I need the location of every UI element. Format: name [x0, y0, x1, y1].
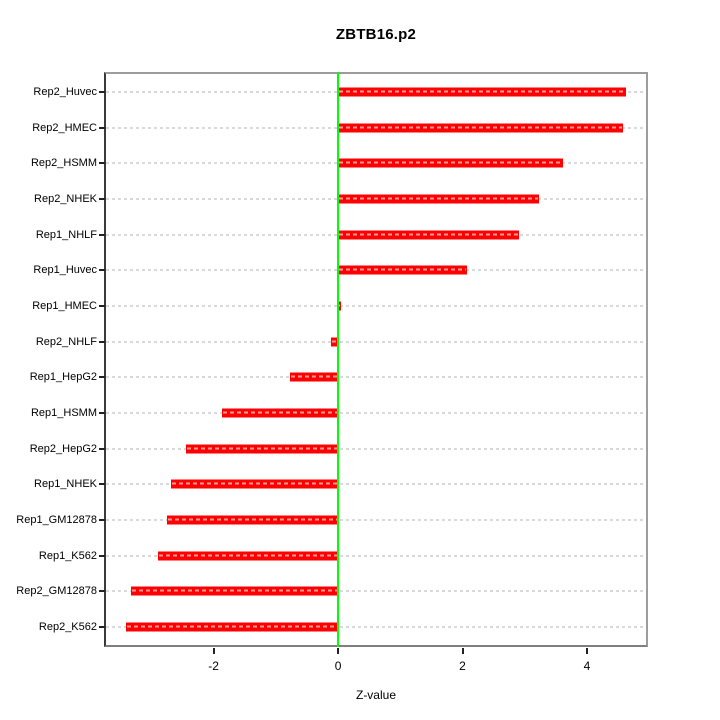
y-tick	[99, 447, 105, 450]
bar	[338, 158, 563, 168]
bar-row: Rep2_HepG2	[30, 431, 646, 467]
y-tick	[99, 304, 105, 307]
chart-title: ZBTB16.p2	[335, 26, 417, 43]
bar	[338, 123, 623, 133]
bar-row: Rep1_NHLF	[36, 217, 646, 253]
y-axis-label: Rep1_NHLF	[35, 228, 97, 241]
gridline	[106, 519, 646, 522]
bar-row: Rep2_GM12878	[16, 574, 646, 610]
y-tick	[99, 340, 105, 343]
gridline	[106, 483, 646, 486]
y-axis-label: Rep2_K562	[38, 621, 97, 634]
y-axis-label: Rep1_NHEK	[34, 478, 97, 491]
bar-row: Rep2_Huvec	[33, 74, 646, 110]
zero-line	[337, 72, 340, 647]
plot-area: Rep2_Huvec Rep2_HMEC Rep2_HSMM Rep2_NHEK Rep…	[16, 72, 648, 647]
x-axis: -2 0 2 4	[104, 647, 648, 687]
gridline	[106, 340, 646, 343]
bar-row: Rep2_K562	[39, 609, 646, 645]
y-tick	[99, 590, 105, 593]
bar	[157, 551, 339, 561]
bar-row: Rep1_HepG2	[30, 360, 646, 396]
bar	[338, 265, 467, 275]
bar	[186, 444, 339, 454]
y-tick	[99, 162, 105, 165]
bar-row: Rep1_HMEC	[32, 288, 646, 324]
y-axis-label: Rep2_HSMM	[30, 157, 97, 170]
bar-row: Rep1_GM12878	[16, 502, 646, 538]
y-axis-label: Rep1_HSMM	[30, 407, 97, 420]
y-tick	[99, 519, 105, 522]
bar-row: Rep1_K562	[39, 538, 646, 574]
y-axis-label: Rep1_HMEC	[32, 299, 97, 312]
y-axis-label: Rep2_Huvec	[33, 85, 97, 98]
y-axis-label: Rep1_GM12878	[16, 514, 97, 527]
bar-row: Rep2_HSMM	[31, 145, 646, 181]
x-tick	[461, 648, 464, 654]
x-tick-label: -2	[208, 659, 219, 673]
bar	[330, 337, 339, 347]
bar-row: Rep2_NHEK	[34, 181, 646, 217]
bar	[290, 372, 339, 382]
y-axis-label: Rep1_Huvec	[33, 264, 97, 277]
y-tick	[99, 376, 105, 379]
gridline	[106, 412, 646, 415]
bar	[130, 586, 339, 596]
x-tick	[586, 648, 588, 654]
y-tick	[99, 197, 105, 200]
bar	[338, 194, 540, 204]
y-axis-label: Rep1_K562	[38, 549, 97, 562]
x-tick-label: 0	[334, 659, 342, 673]
bar	[166, 515, 339, 525]
y-axis-label: Rep2_NHLF	[35, 335, 97, 348]
x-tick-label: 4	[583, 659, 591, 673]
y-axis-label: Rep2_HepG2	[29, 442, 97, 455]
y-axis-label: Rep2_NHEK	[34, 192, 97, 205]
y-axis-label: Rep1_HepG2	[29, 371, 97, 384]
x-tick-label: 2	[459, 659, 466, 673]
bar-row: Rep1_HSMM	[31, 395, 646, 431]
x-axis-label: Z-value	[355, 688, 396, 702]
bar-row: Rep1_NHEK	[34, 467, 646, 503]
bar-row: Rep2_HMEC	[32, 110, 646, 146]
gridline	[106, 376, 646, 379]
bar-row: Rep2_NHLF	[36, 324, 646, 360]
gridline	[106, 554, 646, 557]
y-tick	[99, 554, 105, 557]
gridline	[106, 304, 646, 307]
gridline	[106, 447, 646, 450]
x-tick	[212, 648, 215, 654]
y-tick	[99, 626, 105, 629]
y-tick	[99, 483, 105, 486]
bar	[222, 408, 339, 418]
y-tick	[99, 126, 105, 129]
gridline	[106, 590, 646, 593]
y-tick	[99, 269, 105, 272]
bar	[338, 301, 342, 311]
x-tick	[337, 648, 340, 654]
y-tick	[99, 90, 105, 93]
bar	[171, 479, 339, 489]
bar-row: Rep1_Huvec	[33, 252, 646, 288]
gridline	[106, 626, 646, 629]
bar	[338, 230, 520, 240]
y-axis-label: Rep2_GM12878	[16, 585, 97, 598]
bar	[338, 87, 627, 97]
bar	[125, 622, 339, 632]
y-tick	[99, 233, 105, 236]
y-axis-label: Rep2_HMEC	[32, 121, 97, 134]
y-tick	[99, 412, 105, 415]
